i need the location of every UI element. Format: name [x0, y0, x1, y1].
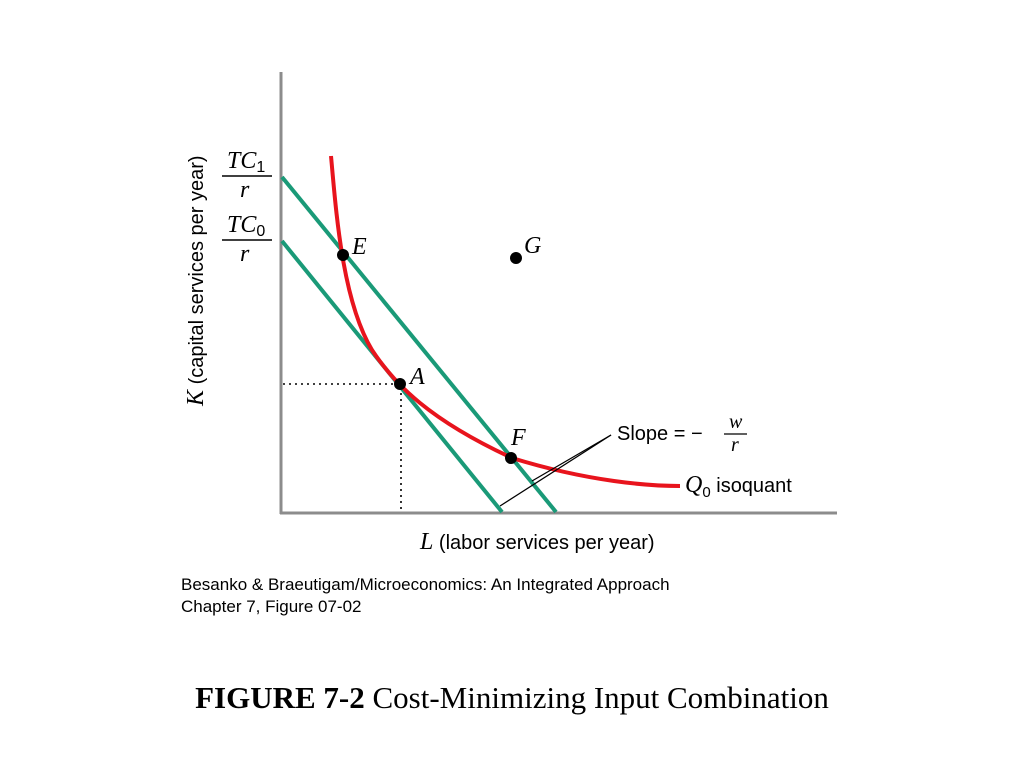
x-axis-text: (labor services per year): [433, 532, 654, 554]
figure-number: FIGURE 7-2: [195, 680, 365, 715]
tc1-over-r-label: TC1 r: [222, 148, 272, 203]
cost-minimization-diagram: E G A F TC1 r TC0 r K (capital services …: [183, 72, 837, 555]
source-caption: Besanko & Braeutigam/Microeconomics: An …: [181, 574, 670, 618]
y-axis-label: K (capital services per year): [183, 155, 209, 407]
figure-title: FIGURE 7-2 Cost-Minimizing Input Combina…: [0, 680, 1024, 716]
tc1-denominator: r: [240, 177, 250, 203]
tc0-numerator: TC: [227, 212, 257, 238]
tc0-denominator: r: [240, 241, 250, 267]
point-e-label: E: [351, 234, 367, 260]
point-a-dot: [394, 378, 406, 390]
isoquant-text: isoquant: [711, 475, 793, 497]
point-g-label: G: [524, 233, 541, 259]
tc0-over-r-label: TC0 r: [222, 212, 272, 267]
point-g-dot: [510, 252, 522, 264]
point-a-label: A: [408, 364, 425, 390]
tc1-subscript: 1: [256, 159, 265, 176]
isoquant-subscript: 0: [702, 484, 710, 501]
svg-text:TC0: TC0: [227, 212, 265, 240]
point-e-dot: [337, 249, 349, 261]
y-axis-text: (capital services per year): [186, 155, 208, 390]
slope-text: Slope = −: [617, 423, 703, 445]
figure-title-text: Cost-Minimizing Input Combination: [364, 680, 829, 715]
y-axis-var: K: [183, 388, 209, 407]
point-f-dot: [505, 452, 517, 464]
caption-line-1: Besanko & Braeutigam/Microeconomics: An …: [181, 575, 670, 594]
x-axis-label: L (labor services per year): [419, 529, 655, 555]
tc0-subscript: 0: [256, 223, 265, 240]
isoquant-label: Q0 isoquant: [685, 472, 792, 501]
tc1-numerator: TC: [227, 148, 257, 174]
svg-text:TC1: TC1: [227, 148, 265, 176]
slope-pointer-lower: [499, 434, 612, 507]
slope-label: Slope = − w r: [617, 411, 747, 456]
point-f-label: F: [510, 425, 526, 451]
slope-numerator: w: [729, 411, 743, 433]
isoquant-var: Q: [685, 472, 702, 498]
x-axis-var: L: [419, 529, 433, 555]
slope-denominator: r: [731, 434, 739, 456]
caption-line-2: Chapter 7, Figure 07-02: [181, 597, 362, 616]
